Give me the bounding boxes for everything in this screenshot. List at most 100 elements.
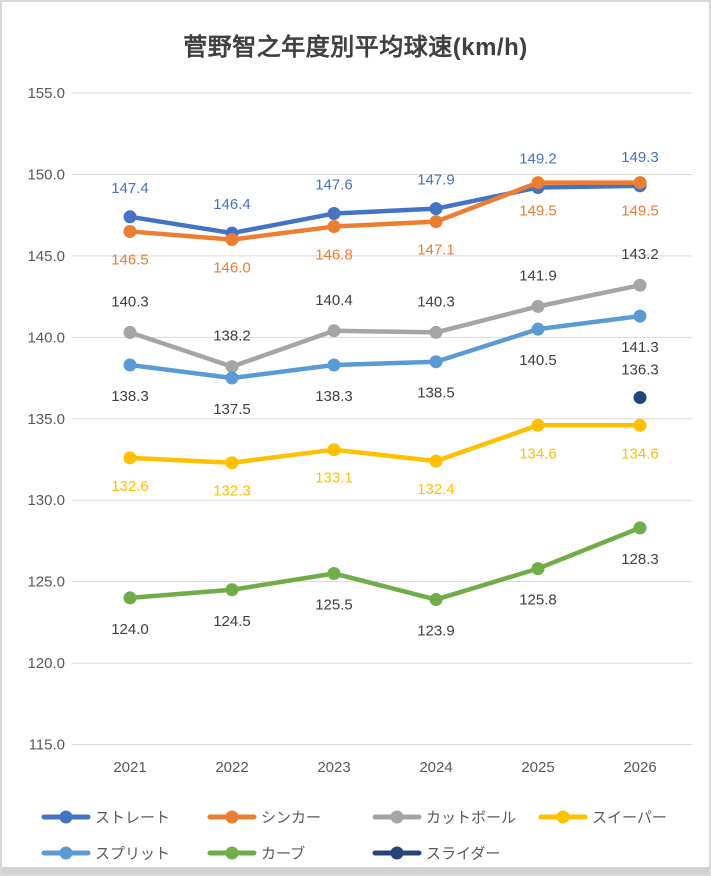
data-point-cutter bbox=[633, 278, 647, 292]
bottom-strip bbox=[2, 867, 709, 874]
data-label-straight: 147.6 bbox=[315, 177, 353, 194]
data-label-straight: 147.9 bbox=[417, 172, 455, 189]
legend-item-sweeper: スイーパー bbox=[538, 810, 667, 827]
legend-item-curve: カーブ bbox=[207, 845, 305, 863]
data-label-straight: 149.3 bbox=[621, 149, 659, 166]
data-point-sinker bbox=[327, 220, 341, 234]
legend-label: スイーパー bbox=[592, 810, 667, 827]
legend-marker-dot bbox=[225, 846, 239, 860]
legend-label: カーブ bbox=[261, 845, 305, 863]
data-point-sweeper bbox=[429, 454, 443, 468]
data-label-sweeper: 134.6 bbox=[519, 445, 557, 462]
data-point-sweeper bbox=[123, 451, 137, 465]
data-label-cutter: 140.3 bbox=[417, 293, 455, 310]
data-label-straight: 146.4 bbox=[213, 196, 251, 213]
data-point-sweeper bbox=[531, 418, 545, 432]
legend-label: ストレート bbox=[95, 810, 170, 827]
data-point-curve bbox=[123, 591, 137, 605]
series-line-sinker bbox=[127, 180, 643, 242]
legend-marker-dot bbox=[225, 810, 239, 824]
y-axis-tick-label: 150.0 bbox=[27, 166, 65, 183]
data-point-straight bbox=[123, 210, 137, 224]
data-label-curve: 124.0 bbox=[111, 621, 149, 638]
legend-marker-dot bbox=[390, 846, 404, 860]
data-point-split bbox=[123, 358, 137, 372]
data-label-sweeper: 132.4 bbox=[417, 481, 455, 498]
y-axis-tick-label: 145.0 bbox=[27, 248, 65, 265]
legend-item-straight: ストレート bbox=[41, 810, 170, 827]
data-point-straight bbox=[429, 202, 443, 216]
data-point-straight bbox=[327, 207, 341, 221]
data-label-curve: 128.3 bbox=[621, 551, 659, 568]
y-axis-tick-label: 155.0 bbox=[27, 85, 65, 102]
data-point-sweeper bbox=[225, 456, 239, 470]
legend-marker-dot bbox=[59, 846, 73, 860]
data-label-sinker: 146.0 bbox=[213, 260, 251, 277]
y-axis-tick-label: 135.0 bbox=[27, 411, 65, 428]
series-line-cutter bbox=[127, 282, 643, 369]
data-point-sweeper bbox=[633, 418, 647, 432]
legend-label: カットボール bbox=[426, 810, 516, 827]
data-label-straight: 147.4 bbox=[111, 180, 149, 197]
series-line-straight bbox=[127, 183, 643, 236]
data-label-cutter: 143.2 bbox=[621, 246, 659, 263]
data-point-sinker bbox=[123, 224, 137, 238]
data-point-slider bbox=[633, 391, 647, 405]
data-point-curve bbox=[531, 562, 545, 576]
series-line-split bbox=[127, 313, 643, 381]
data-label-cutter: 141.9 bbox=[519, 267, 557, 284]
series-line-sweeper bbox=[127, 423, 643, 465]
data-point-split bbox=[531, 322, 545, 336]
data-label-curve: 124.5 bbox=[213, 613, 251, 630]
data-label-sinker: 149.5 bbox=[621, 203, 659, 220]
x-axis-tick-label: 2024 bbox=[419, 759, 452, 776]
y-axis-tick-label: 125.0 bbox=[27, 574, 65, 591]
x-axis-tick-label: 2023 bbox=[317, 759, 350, 776]
legend-marker-dot bbox=[59, 810, 73, 824]
data-label-split: 138.3 bbox=[111, 388, 149, 405]
data-label-sinker: 146.8 bbox=[315, 247, 353, 264]
data-point-split bbox=[633, 309, 647, 323]
data-point-sinker bbox=[225, 233, 239, 247]
data-label-sweeper: 134.6 bbox=[621, 445, 659, 462]
data-label-sinker: 149.5 bbox=[519, 203, 557, 220]
data-label-slider: 136.3 bbox=[621, 362, 659, 379]
data-label-straight: 149.2 bbox=[519, 150, 557, 167]
y-axis-tick-label: 115.0 bbox=[29, 737, 65, 754]
legend-label: スプリット bbox=[95, 846, 170, 863]
data-label-split: 140.5 bbox=[519, 352, 557, 369]
x-axis-tick-label: 2022 bbox=[215, 759, 248, 776]
data-point-sweeper bbox=[327, 443, 341, 457]
data-point-split bbox=[225, 371, 239, 385]
legend-label: スライダー bbox=[426, 846, 500, 863]
data-label-sinker: 147.1 bbox=[417, 242, 455, 259]
data-point-curve bbox=[429, 593, 443, 607]
data-point-split bbox=[429, 355, 443, 369]
x-axis-tick-label: 2025 bbox=[521, 759, 554, 776]
data-label-split: 141.3 bbox=[621, 339, 659, 356]
data-point-curve bbox=[327, 566, 341, 580]
data-point-cutter bbox=[531, 299, 545, 313]
data-point-cutter bbox=[429, 325, 443, 339]
data-label-sweeper: 132.6 bbox=[111, 478, 149, 495]
data-point-sinker bbox=[633, 176, 647, 190]
y-axis-tick-label: 140.0 bbox=[27, 329, 65, 346]
data-label-cutter: 138.2 bbox=[213, 328, 251, 345]
data-label-sinker: 146.5 bbox=[111, 251, 149, 268]
chart-title: 菅野智之年度別平均球速(km/h) bbox=[183, 34, 528, 61]
y-axis-tick-label: 130.0 bbox=[27, 492, 65, 509]
legend-item-slider: スライダー bbox=[372, 846, 500, 863]
data-point-cutter bbox=[327, 324, 341, 338]
data-point-cutter bbox=[123, 325, 137, 339]
data-label-sweeper: 133.1 bbox=[315, 470, 353, 487]
data-label-cutter: 140.4 bbox=[315, 292, 353, 309]
legend-label: シンカー bbox=[261, 810, 321, 827]
y-axis-tick-label: 120.0 bbox=[27, 655, 65, 672]
data-point-sinker bbox=[531, 176, 545, 190]
legend-marker-dot bbox=[390, 810, 404, 824]
data-label-split: 138.3 bbox=[315, 388, 353, 405]
series-line-curve bbox=[127, 525, 643, 602]
data-point-cutter bbox=[225, 360, 239, 374]
data-label-curve: 125.5 bbox=[315, 596, 353, 613]
